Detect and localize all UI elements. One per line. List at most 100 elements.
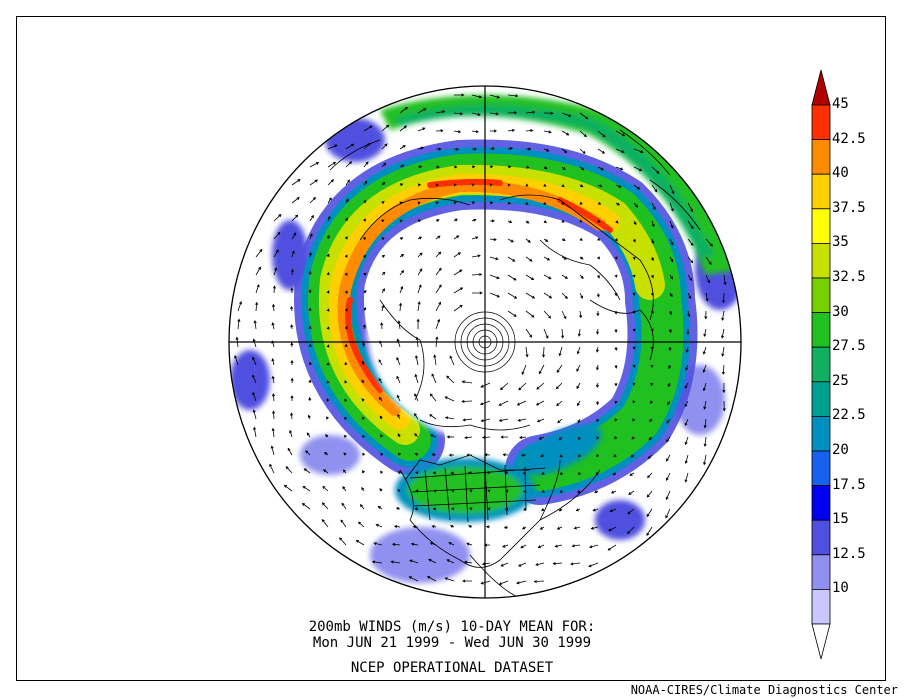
colorbar-bottom-arrow — [811, 623, 831, 660]
wind-vector — [344, 361, 348, 366]
wind-vector — [522, 471, 527, 475]
wind-vector — [597, 201, 602, 205]
wind-vector — [471, 291, 483, 295]
wind-vector — [435, 147, 442, 151]
wind-vector — [446, 375, 455, 384]
wind-vector — [537, 544, 545, 549]
wind-vector — [684, 382, 689, 389]
wind-vector — [429, 393, 437, 402]
wind-vector — [485, 525, 491, 529]
wind-vector — [575, 508, 581, 512]
wind-vector — [283, 484, 293, 492]
wind-vector — [597, 148, 606, 154]
wind-vector — [252, 409, 257, 420]
wind-vector — [541, 489, 545, 493]
wind-vector — [453, 287, 464, 294]
wind-vector — [417, 165, 423, 169]
wind-vector — [632, 256, 636, 261]
wind-vector — [410, 542, 419, 546]
wind-vector — [647, 472, 653, 479]
wind-vector — [504, 471, 509, 475]
wind-vector — [489, 219, 495, 223]
wind-vector — [307, 414, 311, 420]
wind-vector — [431, 373, 437, 384]
wind-vector — [507, 292, 518, 299]
wind-vector — [543, 166, 548, 170]
wind-vector — [435, 267, 442, 276]
wind-vector — [471, 94, 483, 99]
wind-vector — [649, 418, 653, 423]
wind-vector — [705, 274, 710, 284]
wind-vector — [543, 256, 551, 261]
jet-stream-ring — [294, 139, 698, 505]
wind-vector — [357, 521, 365, 528]
wind-vector — [343, 452, 347, 456]
wind-vector — [651, 184, 658, 193]
wind-vector — [363, 161, 369, 168]
wind-vector — [396, 338, 401, 348]
colorbar-label: 35 — [832, 234, 849, 251]
wind-vector — [290, 377, 294, 384]
wind-vector — [255, 301, 259, 312]
wind-vector — [516, 400, 527, 406]
wind-vector — [646, 490, 653, 498]
wind-vector — [552, 561, 563, 566]
wind-vector — [525, 346, 529, 358]
wind-vector — [489, 129, 498, 133]
wind-vector — [237, 301, 242, 312]
wind-vector — [399, 285, 404, 294]
colorbar-label: 15 — [832, 511, 849, 528]
wind-vector — [380, 452, 384, 456]
wind-vector — [417, 236, 423, 240]
wind-vector — [561, 112, 572, 117]
wind-vector — [595, 346, 599, 353]
wind-vector — [632, 346, 636, 350]
wind-vector — [363, 254, 367, 259]
wind-vector — [341, 502, 347, 510]
wind-vector — [466, 453, 473, 457]
wind-vector — [525, 201, 529, 205]
wind-vector — [415, 354, 419, 366]
wind-vector — [684, 436, 689, 446]
wind-vector — [596, 454, 600, 458]
wind-vector — [435, 165, 440, 169]
wind-vector — [285, 466, 293, 474]
wind-vector — [444, 416, 455, 420]
wind-vector — [543, 111, 554, 115]
wind-vector — [363, 272, 367, 276]
wind-vector — [633, 148, 644, 154]
wind-vector — [399, 183, 404, 187]
wind-vector — [668, 364, 672, 370]
wind-vector — [615, 166, 624, 171]
wind-vector — [471, 165, 476, 169]
wind-vector — [557, 418, 563, 424]
wind-vector — [561, 292, 568, 299]
wind-vector — [326, 271, 330, 276]
wind-vector — [627, 508, 635, 515]
wind-vector — [414, 452, 419, 456]
wind-vector — [345, 198, 349, 204]
wind-vector — [468, 525, 473, 528]
wind-vector — [543, 310, 552, 319]
wind-vector — [395, 507, 401, 511]
wind-vector — [703, 418, 707, 429]
colorbar-label: 40 — [832, 165, 849, 182]
wind-vector — [361, 360, 365, 366]
colorbar-segment — [811, 173, 831, 210]
wind-vector — [471, 201, 476, 205]
wind-vector — [630, 454, 635, 458]
wind-vector — [417, 146, 425, 150]
wind-vector — [669, 202, 674, 212]
wind-vector — [339, 537, 347, 546]
colorbar-label: 17.5 — [832, 476, 866, 493]
wind-vector — [667, 382, 671, 388]
wind-vector — [363, 289, 367, 294]
wind-vector — [489, 201, 494, 205]
wind-vector — [301, 503, 311, 510]
colorbar-label: 37.5 — [832, 199, 866, 216]
wind-vector — [507, 94, 519, 98]
wind-vector — [433, 489, 437, 493]
wind-vector — [498, 418, 509, 422]
wind-vector — [453, 269, 463, 276]
wind-vector — [308, 343, 312, 348]
